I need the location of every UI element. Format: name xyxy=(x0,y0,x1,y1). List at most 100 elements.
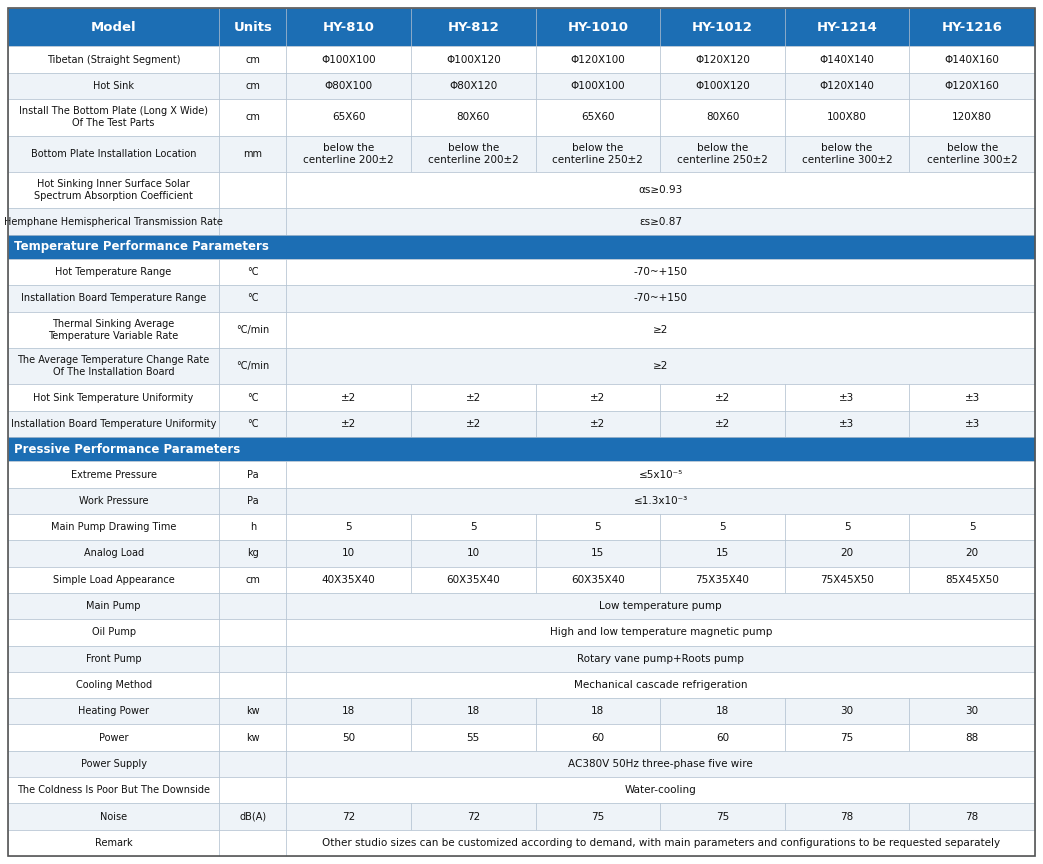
Text: below the
centerline 200±2: below the centerline 200±2 xyxy=(428,143,518,164)
Bar xyxy=(784,384,909,410)
Bar xyxy=(287,829,1035,856)
Text: Other studio sizes can be customized according to demand, with main parameters a: Other studio sizes can be customized acc… xyxy=(321,838,1000,848)
Text: 18: 18 xyxy=(715,706,729,716)
Text: 65X60: 65X60 xyxy=(332,112,365,123)
Bar xyxy=(784,724,909,751)
Bar xyxy=(784,99,909,136)
Bar xyxy=(784,514,909,540)
Text: Installation Board Temperature Uniformity: Installation Board Temperature Uniformit… xyxy=(10,419,216,429)
Text: dB(A): dB(A) xyxy=(239,811,266,822)
Bar xyxy=(411,99,536,136)
Bar xyxy=(909,514,1035,540)
Bar xyxy=(219,47,287,73)
Bar xyxy=(219,73,287,99)
Text: Temperature Performance Parameters: Temperature Performance Parameters xyxy=(14,240,269,253)
Text: 75: 75 xyxy=(841,733,853,742)
Text: Work Pressure: Work Pressure xyxy=(79,496,148,505)
Text: Φ80X120: Φ80X120 xyxy=(450,81,498,91)
Bar xyxy=(287,136,411,172)
Bar xyxy=(660,8,784,47)
Bar xyxy=(8,672,219,698)
Text: 15: 15 xyxy=(715,549,729,558)
Text: 75: 75 xyxy=(591,811,605,822)
Text: 80X60: 80X60 xyxy=(457,112,490,123)
Bar xyxy=(909,384,1035,410)
Bar xyxy=(8,285,219,312)
Bar xyxy=(909,724,1035,751)
Bar xyxy=(287,348,1035,384)
Bar xyxy=(536,47,660,73)
Bar xyxy=(784,540,909,567)
Bar xyxy=(219,724,287,751)
Text: Hemphane Hemispherical Transmission Rate: Hemphane Hemispherical Transmission Rate xyxy=(4,217,223,226)
Text: The Average Temperature Change Rate
Of The Installation Board: The Average Temperature Change Rate Of T… xyxy=(18,355,210,377)
Bar xyxy=(219,285,287,312)
Text: 5: 5 xyxy=(595,522,601,532)
Bar xyxy=(8,487,219,514)
Bar xyxy=(909,540,1035,567)
Bar xyxy=(287,487,1035,514)
Text: Tibetan (Straight Segment): Tibetan (Straight Segment) xyxy=(47,54,180,65)
Bar xyxy=(8,73,219,99)
Text: Cooling Method: Cooling Method xyxy=(75,680,151,690)
Text: Φ100X120: Φ100X120 xyxy=(446,54,501,65)
Text: Water-cooling: Water-cooling xyxy=(625,785,697,795)
Bar xyxy=(219,672,287,698)
Text: Power: Power xyxy=(99,733,128,742)
Text: Hot Sink Temperature Uniformity: Hot Sink Temperature Uniformity xyxy=(33,392,194,403)
Text: ±2: ±2 xyxy=(465,392,481,403)
Text: ±3: ±3 xyxy=(840,419,854,429)
Bar xyxy=(660,99,784,136)
Text: 5: 5 xyxy=(844,522,850,532)
Text: Extreme Pressure: Extreme Pressure xyxy=(71,469,156,480)
Text: HY-812: HY-812 xyxy=(447,21,500,34)
Text: mm: mm xyxy=(243,149,263,159)
Bar xyxy=(784,698,909,724)
Text: Pa: Pa xyxy=(247,469,259,480)
Bar xyxy=(287,461,1035,487)
Bar xyxy=(219,487,287,514)
Text: below the
centerline 300±2: below the centerline 300±2 xyxy=(927,143,1018,164)
Bar xyxy=(536,73,660,99)
Bar xyxy=(411,514,536,540)
Text: °C: °C xyxy=(247,392,259,403)
Text: 78: 78 xyxy=(966,811,978,822)
Bar xyxy=(660,47,784,73)
Text: Φ80X100: Φ80X100 xyxy=(324,81,372,91)
Text: below the
centerline 200±2: below the centerline 200±2 xyxy=(304,143,394,164)
Text: 18: 18 xyxy=(342,706,356,716)
Bar xyxy=(8,437,1035,461)
Bar xyxy=(784,8,909,47)
Text: 5: 5 xyxy=(969,522,975,532)
Bar xyxy=(287,645,1035,672)
Bar xyxy=(660,540,784,567)
Text: -70~+150: -70~+150 xyxy=(634,267,687,277)
Text: 60X35X40: 60X35X40 xyxy=(571,575,625,585)
Bar xyxy=(219,172,287,208)
Bar xyxy=(287,593,1035,619)
Text: Φ140X140: Φ140X140 xyxy=(820,54,874,65)
Bar xyxy=(909,136,1035,172)
Text: The Coldness Is Poor But The Downside: The Coldness Is Poor But The Downside xyxy=(17,785,210,795)
Bar xyxy=(536,384,660,410)
Bar xyxy=(8,540,219,567)
Text: °C: °C xyxy=(247,294,259,303)
Bar xyxy=(219,461,287,487)
Text: ±3: ±3 xyxy=(965,419,979,429)
Text: 40X35X40: 40X35X40 xyxy=(322,575,375,585)
Text: 30: 30 xyxy=(966,706,978,716)
Bar xyxy=(8,461,219,487)
Bar xyxy=(8,751,219,777)
Text: Oil Pump: Oil Pump xyxy=(92,627,136,638)
Bar xyxy=(411,698,536,724)
Bar xyxy=(536,540,660,567)
Bar xyxy=(219,259,287,285)
Bar xyxy=(536,567,660,593)
Bar xyxy=(219,99,287,136)
Bar xyxy=(219,384,287,410)
Bar xyxy=(784,47,909,73)
Bar xyxy=(219,8,287,47)
Bar xyxy=(8,259,219,285)
Bar xyxy=(784,567,909,593)
Bar xyxy=(287,47,411,73)
